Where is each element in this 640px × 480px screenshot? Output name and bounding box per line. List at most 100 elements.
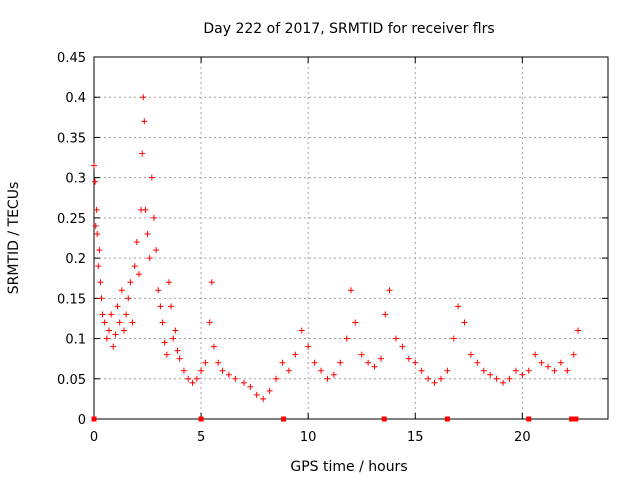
data-point — [564, 367, 571, 374]
data-point — [129, 319, 136, 326]
y-tick-label: 0.25 — [57, 212, 86, 227]
data-point — [116, 319, 123, 326]
data-point — [365, 359, 372, 366]
x-axis-gap-mark — [281, 416, 287, 422]
data-point — [144, 230, 151, 237]
data-point — [377, 355, 384, 362]
data-point — [311, 359, 318, 366]
data-point — [273, 375, 280, 382]
y-tick-label: 0.35 — [57, 131, 86, 146]
y-tick-label: 0.05 — [57, 373, 86, 388]
data-point — [545, 363, 552, 370]
data-point — [512, 367, 519, 374]
data-point — [159, 319, 166, 326]
data-point — [399, 343, 406, 350]
data-point — [412, 359, 419, 366]
y-tick-label: 0.2 — [65, 252, 86, 267]
data-point — [337, 359, 344, 366]
data-point — [185, 375, 192, 382]
data-point — [97, 279, 104, 286]
data-point — [193, 375, 200, 382]
data-point — [133, 239, 140, 246]
y-tick-label: 0 — [78, 413, 86, 428]
data-point — [105, 327, 112, 334]
data-point — [101, 319, 108, 326]
x-axis-gap-mark — [91, 416, 97, 422]
data-point — [94, 230, 101, 237]
data-point — [98, 295, 105, 302]
data-point — [123, 311, 130, 318]
y-tick-label: 0.15 — [57, 292, 86, 307]
y-tick-label: 0.1 — [65, 333, 86, 348]
data-point — [103, 335, 110, 342]
x-tick-label: 5 — [197, 430, 205, 445]
data-point — [260, 395, 267, 402]
y-tick-label: 0.45 — [57, 51, 86, 66]
data-points — [91, 94, 582, 402]
data-point — [343, 335, 350, 342]
data-point — [405, 355, 412, 362]
y-tick-label: 0.3 — [65, 172, 86, 187]
data-point — [525, 367, 532, 374]
data-point — [382, 311, 389, 318]
data-point — [92, 178, 99, 185]
data-point — [493, 375, 500, 382]
data-point — [247, 383, 254, 390]
x-axis-gap-marks — [91, 416, 579, 422]
data-point — [386, 287, 393, 294]
data-point — [450, 335, 457, 342]
data-point — [172, 327, 179, 334]
data-point — [198, 367, 205, 374]
data-point — [225, 371, 232, 378]
data-point — [455, 303, 462, 310]
data-point — [570, 351, 577, 358]
data-point — [125, 295, 132, 302]
data-point — [112, 331, 119, 338]
y-axis-label: SRMTID / TECUs — [6, 182, 22, 295]
data-point — [215, 359, 222, 366]
x-axis-gap-mark — [526, 416, 532, 422]
data-point — [519, 371, 526, 378]
data-point — [176, 355, 183, 362]
data-point — [135, 271, 142, 278]
data-point — [120, 327, 127, 334]
data-point — [292, 351, 299, 358]
data-point — [110, 343, 117, 350]
data-point — [461, 319, 468, 326]
x-axis-gap-mark — [381, 416, 387, 422]
data-point — [240, 379, 247, 386]
data-point — [467, 351, 474, 358]
data-point — [298, 327, 305, 334]
data-point — [95, 263, 102, 270]
x-ticks: 0 5 10 15 20 — [90, 57, 531, 445]
data-point — [99, 311, 106, 318]
data-point — [425, 375, 432, 382]
data-point — [148, 174, 155, 181]
data-point — [557, 359, 564, 366]
data-point — [480, 367, 487, 374]
data-point — [285, 367, 292, 374]
data-point — [127, 279, 134, 286]
data-point — [141, 118, 148, 125]
data-point — [163, 351, 170, 358]
data-point — [418, 367, 425, 374]
data-point — [93, 206, 100, 213]
data-point — [174, 347, 181, 354]
data-point — [371, 363, 378, 370]
data-point — [168, 303, 175, 310]
x-axis-label: GPS time / hours — [290, 459, 407, 475]
x-tick-label: 0 — [90, 430, 98, 445]
data-point — [142, 206, 149, 213]
data-point — [91, 162, 97, 169]
data-point — [92, 222, 99, 229]
plot-frame — [93, 56, 609, 420]
data-point — [352, 319, 359, 326]
data-point — [392, 335, 399, 342]
data-point — [155, 287, 162, 294]
data-point — [131, 263, 138, 270]
x-axis-gap-mark — [198, 416, 204, 422]
data-point — [180, 367, 187, 374]
x-tick-label: 20 — [514, 430, 531, 445]
data-point — [487, 371, 494, 378]
